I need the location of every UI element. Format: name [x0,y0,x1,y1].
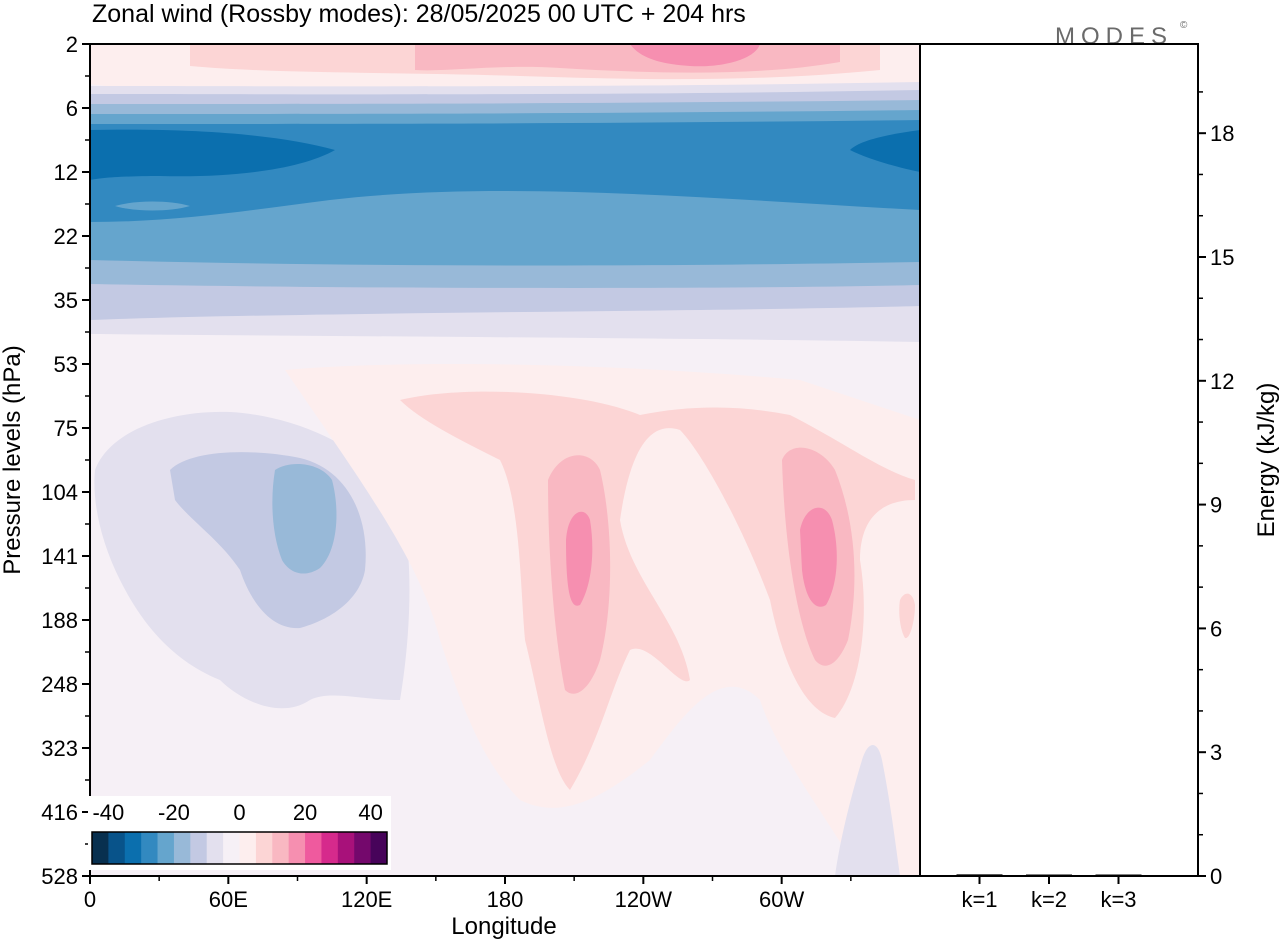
energy-tick-label: 15 [1210,245,1234,270]
contour-low-neg-3 [272,464,337,574]
y-tick-label: 141 [41,544,78,569]
energy-tick-label: 18 [1210,121,1234,146]
colorbar: -40 -20 0 20 40 [88,796,391,870]
contour-low-neg-right [835,745,900,876]
k-tick-label: k=2 [1031,887,1067,912]
wavenumber-labels: k=1 k=2 k=3 [961,876,1137,912]
modes-logo-text: MODES [1055,23,1173,50]
colorbar-swatch [206,832,224,864]
colorbar-swatch [141,832,158,864]
modes-logo: MODES © [1055,20,1188,50]
colorbar-swatch [337,832,355,864]
colorbar-swatch [173,832,191,864]
colorbar-tick-label: 40 [358,800,382,825]
y-tick-label: 75 [54,416,78,441]
y-tick-label: 22 [54,224,78,249]
colorbar-swatch [223,832,240,864]
colorbar-swatch [321,832,339,864]
colorbar-frame [91,831,388,865]
k-tick-label: k=1 [961,887,997,912]
k-tick-label: k=3 [1100,887,1136,912]
contour-neg-6b [850,130,920,172]
x-tick-label: 120E [341,887,392,912]
contour-pos-4b [800,507,837,607]
y-tick-label: 104 [41,480,78,505]
colorbar-swatch [108,832,126,864]
colorbar-swatch [92,832,109,864]
colorbar-swatch [239,832,257,864]
colorbar-swatch [272,832,290,864]
y-tick-label: 53 [54,352,78,377]
colorbar-swatch [354,832,372,864]
colorbar-swatch [255,832,273,864]
colorbar-swatch [305,832,322,864]
contour-neg-6 [90,129,335,180]
y-axis-label: Pressure levels (hPa) [0,345,26,574]
pressure-axis-ticks: 2 6 12 22 35 53 75 104 141 188 248 323 416 528 [41,32,90,889]
y-tick-label: 528 [41,864,78,889]
x-tick-label: 120W [615,887,673,912]
colorbar-swatch [288,832,306,864]
energy-bars [956,874,1142,876]
energy-axes-frame [919,43,1199,877]
modes-logo-mark: © [1180,20,1188,31]
energy-tick-label: 6 [1210,616,1222,641]
y-tick-label: 2 [66,32,78,57]
colorbar-tick-label: -40 [92,800,124,825]
x-tick-label: 60W [759,887,804,912]
energy-tick-label: 9 [1210,493,1222,518]
x-tick-label: 180 [487,887,524,912]
colorbar-swatch [157,832,175,864]
x-axis-label: Longitude [451,913,556,940]
y-tick-label: 248 [41,672,78,697]
contour-pos-small [899,593,915,639]
energy-tick-label: 0 [1210,864,1222,889]
y-tick-label: 323 [41,736,78,761]
colorbar-swatch [190,832,208,864]
contour-neg-inner [115,201,190,211]
energy-bar [1026,874,1072,876]
x-tick-label: 0 [84,887,96,912]
energy-axis-ticks: 0 3 6 9 12 15 18 [1198,91,1234,889]
y-tick-label: 35 [54,288,78,313]
contour-top-pos-4 [630,44,760,67]
colorbar-tick-label: 20 [293,800,317,825]
y-tick-label: 416 [41,800,78,825]
y-tick-label: 6 [66,96,78,121]
longitude-axis-ticks: 0 60E 120E 180 120W 60W [84,876,852,912]
energy-tick-label: 12 [1210,369,1234,394]
y-tick-label: 188 [41,608,78,633]
colorbar-swatch [124,832,142,864]
colorbar-swatch [370,832,388,864]
x-tick-label: 60E [209,887,248,912]
y-tick-label: 12 [54,160,78,185]
energy-tick-label: 3 [1210,740,1222,765]
colorbar-tick-label: 0 [233,800,245,825]
contour-pos-4a [566,511,593,606]
colorbar-tick-label: -20 [158,800,190,825]
energy-bar [1095,874,1142,876]
contour-field [90,44,920,876]
energy-bar [956,874,1003,876]
chart-title: Zonal wind (Rossby modes): 28/05/2025 00… [92,0,746,28]
energy-axis-label: Energy (kJ/kg) [1253,383,1280,538]
